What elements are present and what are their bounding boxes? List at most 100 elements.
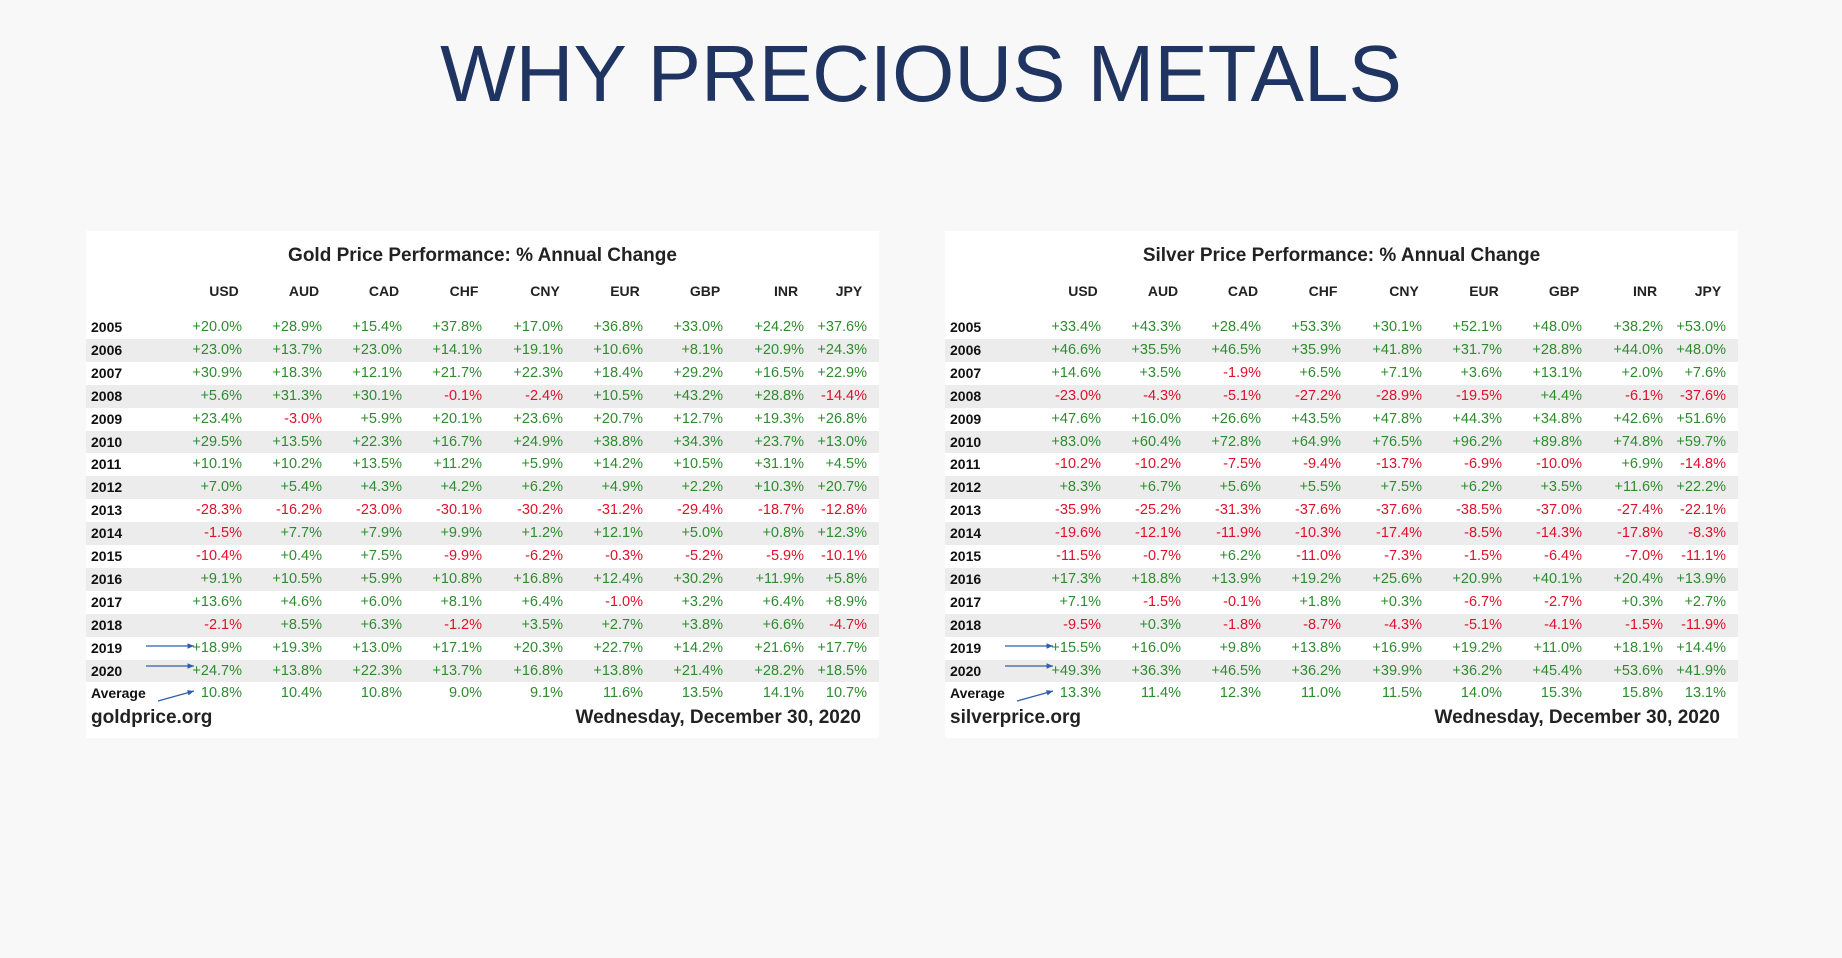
cell-chf: +14.1% (432, 341, 482, 358)
cell-jpy: +37.6% (817, 319, 867, 335)
cell-aud: +13.8% (272, 662, 322, 679)
cell-cad: +15.4% (352, 319, 402, 335)
column-header-inr: INR (1632, 283, 1658, 299)
cell-inr: +16.5% (754, 364, 804, 381)
cell-cny: +17.0% (513, 319, 563, 335)
table-row: 2006 +23.0% +13.7% +23.0% +14.1% +19.1% +10.6%… (86, 338, 879, 362)
cell-cad: +4.3% (360, 479, 402, 496)
cell-inr: -7.0% (1625, 548, 1663, 564)
cell-cny: +22.3% (513, 364, 563, 381)
cell-jpy: +41.9% (1676, 662, 1726, 679)
table-row: 2018 -2.1% +8.5% +6.3% -1.2% +3.5% +2.7% +3.8% +… (86, 613, 879, 637)
cell-cny: +41.8% (1372, 341, 1422, 358)
cell-aud: +18.8% (1131, 570, 1181, 587)
cell-cad: +5.9% (360, 570, 402, 587)
column-header-usd: USD (1068, 283, 1098, 299)
row-label: 2008 (950, 387, 982, 404)
cell-gbp: -14.3% (1536, 525, 1582, 542)
row-label: 2007 (950, 364, 982, 381)
column-header-cny: CNY (530, 283, 560, 299)
cell-cny: +3.5% (521, 616, 563, 633)
cell-jpy: -11.9% (1681, 616, 1726, 633)
cell-cad: +6.0% (360, 593, 402, 610)
cell-cny: +16.9% (1372, 639, 1422, 656)
row-label: 2014 (91, 525, 123, 542)
column-header-jpy: JPY (835, 283, 863, 299)
cell-usd: +15.5% (1051, 639, 1101, 656)
arrow-icon (1016, 690, 1054, 703)
cell-cny: +76.5% (1372, 433, 1422, 450)
cell-jpy: +8.9% (825, 593, 867, 610)
cell-cad: +26.6% (1211, 410, 1261, 427)
cell-gbp: +21.4% (673, 662, 723, 679)
cell-cny: +25.6% (1372, 570, 1422, 587)
cell-eur: +36.2% (1452, 662, 1502, 679)
cell-jpy: +26.8% (817, 410, 867, 427)
cell-gbp: +3.2% (681, 593, 723, 610)
cell-gbp: -6.4% (1544, 548, 1582, 564)
cell-usd: -10.4% (196, 548, 242, 564)
cell-jpy: +13.0% (817, 433, 867, 450)
cell-eur: +52.1% (1452, 319, 1502, 335)
cell-usd: +8.3% (1059, 479, 1101, 496)
cell-inr: +0.3% (1621, 593, 1663, 610)
cell-cad: +13.0% (352, 639, 402, 656)
table-row: 2009 +47.6% +16.0% +26.6% +43.5% +47.8% +44.3%… (945, 408, 1738, 431)
cell-chf: +20.1% (432, 410, 482, 427)
cell-aud: 11.4% (1140, 685, 1181, 702)
cell-eur: +14.2% (593, 456, 643, 473)
cell-cad: -0.1% (1223, 593, 1261, 610)
cell-eur: -1.0% (605, 593, 643, 610)
cell-cad: +6.3% (360, 616, 402, 633)
cell-aud: +6.7% (1139, 479, 1181, 496)
cell-chf: +13.7% (432, 662, 482, 679)
cell-aud: +13.7% (272, 341, 322, 358)
cell-jpy: -10.1% (821, 548, 867, 564)
cell-aud: +31.3% (272, 387, 322, 404)
column-header-eur: EUR (1469, 283, 1499, 299)
gold-performance-table: Gold Price Performance: % Annual Change … (86, 231, 879, 738)
cell-jpy: +22.9% (817, 364, 867, 381)
cell-cny: +24.9% (513, 433, 563, 450)
row-label: 2009 (91, 410, 123, 427)
table-row: 2006 +46.6% +35.5% +46.5% +35.9% +41.8% +31.7%… (945, 338, 1738, 362)
cell-jpy: +48.0% (1676, 341, 1726, 358)
cell-cny: 11.5% (1381, 685, 1422, 702)
cell-chf: -8.7% (1303, 616, 1341, 633)
cell-usd: +9.1% (200, 570, 242, 587)
cell-chf: +21.7% (432, 364, 482, 381)
row-label: 2012 (91, 479, 123, 496)
cell-cny: +39.9% (1372, 662, 1422, 679)
cell-chf: 11.0% (1300, 685, 1341, 702)
cell-cad: +72.8% (1211, 433, 1261, 450)
cell-usd: +23.0% (192, 341, 242, 358)
row-label: 2005 (950, 319, 982, 335)
cell-usd: +13.6% (192, 593, 242, 610)
column-header-inr: INR (773, 283, 799, 299)
cell-aud: -4.3% (1143, 387, 1181, 404)
cell-jpy: +53.0% (1676, 319, 1726, 335)
cell-inr: +10.3% (754, 479, 804, 496)
cell-jpy: +14.4% (1676, 639, 1726, 656)
row-label: 2006 (91, 341, 123, 358)
row-label: 2005 (91, 319, 123, 335)
cell-chf: +11.2% (433, 456, 482, 473)
cell-cad: +13.5% (352, 456, 402, 473)
cell-cad: +12.1% (352, 364, 402, 381)
cell-gbp: -37.0% (1536, 502, 1582, 519)
cell-gbp: +10.5% (673, 456, 723, 473)
cell-eur: -6.7% (1464, 593, 1502, 610)
cell-usd: +83.0% (1051, 433, 1101, 450)
cell-eur: 11.6% (602, 685, 643, 702)
cell-cny: +23.6% (513, 410, 563, 427)
cell-inr: +2.0% (1621, 364, 1663, 381)
cell-inr: -18.7% (758, 502, 804, 519)
row-label: 2017 (950, 593, 982, 610)
cell-aud: -0.7% (1143, 548, 1181, 564)
cell-cny: +16.8% (513, 570, 563, 587)
cell-chf: +4.2% (440, 479, 482, 496)
cell-gbp: +29.2% (673, 364, 723, 381)
cell-chf: -10.3% (1295, 525, 1341, 542)
cell-cad: +9.8% (1219, 639, 1261, 656)
cell-jpy: -4.7% (829, 616, 867, 633)
